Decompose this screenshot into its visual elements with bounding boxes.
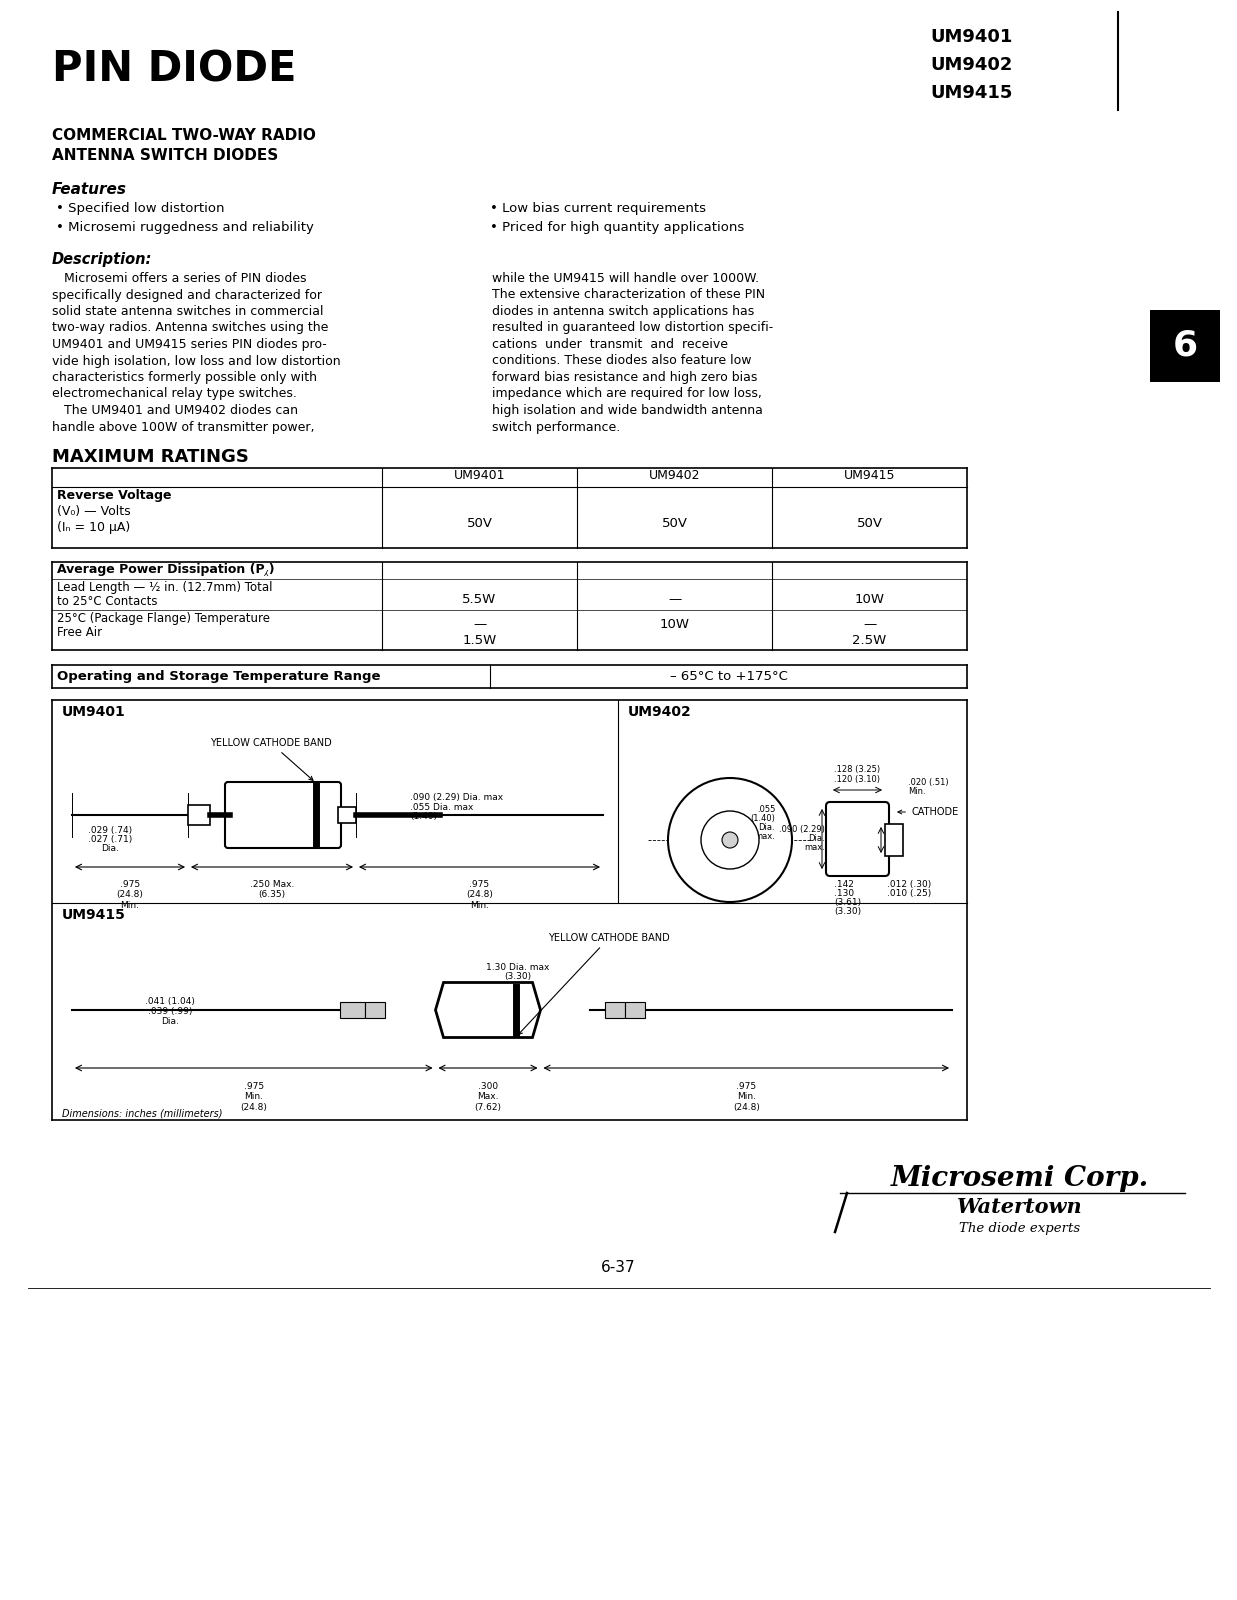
Text: UM9401: UM9401 xyxy=(454,469,505,482)
Text: Dimensions: inches (millimeters): Dimensions: inches (millimeters) xyxy=(62,1107,223,1118)
Circle shape xyxy=(668,778,792,902)
Text: • Specified low distortion: • Specified low distortion xyxy=(56,202,224,214)
Text: UM9401: UM9401 xyxy=(62,706,126,718)
Text: Dia.: Dia. xyxy=(808,834,825,843)
Text: solid state antenna switches in commercial: solid state antenna switches in commerci… xyxy=(52,306,324,318)
Text: —: — xyxy=(473,618,486,630)
Text: • Low bias current requirements: • Low bias current requirements xyxy=(490,202,706,214)
Text: 10W: 10W xyxy=(855,594,884,606)
Text: specifically designed and characterized for: specifically designed and characterized … xyxy=(52,288,322,301)
Text: UM9402: UM9402 xyxy=(648,469,700,482)
Text: .029 (.74): .029 (.74) xyxy=(88,826,132,835)
Text: (3.30): (3.30) xyxy=(505,971,532,981)
Text: max.: max. xyxy=(804,843,825,851)
Text: UM9401 and UM9415 series PIN diodes pro-: UM9401 and UM9415 series PIN diodes pro- xyxy=(52,338,327,350)
Bar xyxy=(188,805,210,826)
FancyBboxPatch shape xyxy=(826,802,889,877)
Text: UM9401: UM9401 xyxy=(930,27,1012,46)
Text: • Priced for high quantity applications: • Priced for high quantity applications xyxy=(490,221,745,234)
Text: UM9402: UM9402 xyxy=(930,56,1012,74)
Text: 50V: 50V xyxy=(856,517,882,530)
Text: —: — xyxy=(668,594,682,606)
Text: Features: Features xyxy=(52,182,127,197)
Circle shape xyxy=(722,832,738,848)
Bar xyxy=(340,1002,365,1018)
Text: .300
Max.
(7.62): .300 Max. (7.62) xyxy=(475,1082,501,1112)
Text: electromechanical relay type switches.: electromechanical relay type switches. xyxy=(52,387,297,400)
Text: MAXIMUM RATINGS: MAXIMUM RATINGS xyxy=(52,448,249,466)
Text: 5.5W: 5.5W xyxy=(463,594,496,606)
Text: 10W: 10W xyxy=(659,618,689,630)
Bar xyxy=(1150,310,1220,382)
Text: (Iₙ = 10 μA): (Iₙ = 10 μA) xyxy=(57,522,130,534)
Text: conditions. These diodes also feature low: conditions. These diodes also feature lo… xyxy=(492,355,752,368)
Text: .090 (2.29): .090 (2.29) xyxy=(779,826,825,834)
Text: .041 (1.04): .041 (1.04) xyxy=(145,997,195,1006)
Text: .128 (3.25)
.120 (3.10): .128 (3.25) .120 (3.10) xyxy=(835,765,881,784)
Text: The UM9401 and UM9402 diodes can: The UM9401 and UM9402 diodes can xyxy=(52,403,298,418)
Text: 6: 6 xyxy=(1173,330,1197,363)
Text: resulted in guaranteed low distortion specifi-: resulted in guaranteed low distortion sp… xyxy=(492,322,773,334)
Text: Lead Length — ½ in. (12.7mm) Total: Lead Length — ½ in. (12.7mm) Total xyxy=(57,581,272,594)
Text: .975
Min.
(24.8): .975 Min. (24.8) xyxy=(732,1082,760,1112)
FancyBboxPatch shape xyxy=(225,782,341,848)
Text: 1.30 Dia. max: 1.30 Dia. max xyxy=(486,963,549,971)
Text: two-way radios. Antenna switches using the: two-way radios. Antenna switches using t… xyxy=(52,322,328,334)
Circle shape xyxy=(701,811,760,869)
Text: .975
Min.
(24.8): .975 Min. (24.8) xyxy=(240,1082,267,1112)
Text: .012 (.30): .012 (.30) xyxy=(887,880,931,890)
Text: Free Air: Free Air xyxy=(57,626,103,638)
Text: COMMERCIAL TWO-WAY RADIO: COMMERCIAL TWO-WAY RADIO xyxy=(52,128,315,142)
Bar xyxy=(605,1002,625,1018)
Text: cations  under  transmit  and  receive: cations under transmit and receive xyxy=(492,338,729,350)
Text: UM9415: UM9415 xyxy=(62,909,126,922)
Text: handle above 100W of transmitter power,: handle above 100W of transmitter power, xyxy=(52,421,314,434)
Text: UM9415: UM9415 xyxy=(844,469,896,482)
Text: .250 Max.
(6.35): .250 Max. (6.35) xyxy=(250,880,294,899)
Text: UM9402: UM9402 xyxy=(628,706,691,718)
Text: .130: .130 xyxy=(834,890,854,898)
Text: Average Power Dissipation (P⁁): Average Power Dissipation (P⁁) xyxy=(57,563,275,576)
Text: (1.40): (1.40) xyxy=(750,814,776,822)
Text: high isolation and wide bandwidth antenna: high isolation and wide bandwidth antenn… xyxy=(492,403,763,418)
Text: (3.30): (3.30) xyxy=(834,907,861,915)
Text: .055: .055 xyxy=(757,805,776,814)
Text: (3.61): (3.61) xyxy=(834,898,861,907)
Text: .027 (.71): .027 (.71) xyxy=(88,835,132,845)
Text: while the UM9415 will handle over 1000W.: while the UM9415 will handle over 1000W. xyxy=(492,272,760,285)
Text: to 25°C Contacts: to 25°C Contacts xyxy=(57,595,157,608)
Text: The extensive characterization of these PIN: The extensive characterization of these … xyxy=(492,288,766,301)
Text: YELLOW CATHODE BAND: YELLOW CATHODE BAND xyxy=(210,738,332,781)
Text: • Microsemi ruggedness and reliability: • Microsemi ruggedness and reliability xyxy=(56,221,314,234)
Text: 50V: 50V xyxy=(662,517,688,530)
Text: Dia.: Dia. xyxy=(758,822,776,832)
Text: ANTENNA SWITCH DIODES: ANTENNA SWITCH DIODES xyxy=(52,149,278,163)
Text: Dia.: Dia. xyxy=(101,845,119,853)
Text: Microsemi offers a series of PIN diodes: Microsemi offers a series of PIN diodes xyxy=(52,272,307,285)
Text: impedance which are required for low loss,: impedance which are required for low los… xyxy=(492,387,762,400)
Text: The diode experts: The diode experts xyxy=(960,1222,1081,1235)
Text: – 65°C to +175°C: – 65°C to +175°C xyxy=(669,670,788,683)
Text: YELLOW CATHODE BAND: YELLOW CATHODE BAND xyxy=(518,933,669,1035)
Text: .010 (.25): .010 (.25) xyxy=(887,890,931,898)
Text: .975
(24.8)
Min.: .975 (24.8) Min. xyxy=(116,880,143,910)
Bar xyxy=(338,806,356,822)
Text: 25°C (Package Flange) Temperature: 25°C (Package Flange) Temperature xyxy=(57,611,270,626)
Text: UM9415: UM9415 xyxy=(930,83,1012,102)
Text: Reverse Voltage: Reverse Voltage xyxy=(57,490,172,502)
Bar xyxy=(365,1002,385,1018)
Text: Dia.: Dia. xyxy=(161,1018,179,1026)
Text: (1.40): (1.40) xyxy=(409,813,437,821)
Text: Min.: Min. xyxy=(908,787,925,795)
Text: Description:: Description: xyxy=(52,251,152,267)
Text: PIN DIODE: PIN DIODE xyxy=(52,48,297,90)
Bar xyxy=(625,1002,644,1018)
Polygon shape xyxy=(435,982,541,1037)
Text: (V₀) — Volts: (V₀) — Volts xyxy=(57,506,131,518)
Text: .142: .142 xyxy=(834,880,854,890)
Text: vide high isolation, low loss and low distortion: vide high isolation, low loss and low di… xyxy=(52,355,340,368)
Text: .975
(24.8)
Min.: .975 (24.8) Min. xyxy=(466,880,492,910)
Text: .020 (.51): .020 (.51) xyxy=(908,778,949,787)
Text: .090 (2.29) Dia. max: .090 (2.29) Dia. max xyxy=(409,794,503,802)
Text: Microsemi Corp.: Microsemi Corp. xyxy=(891,1165,1149,1192)
